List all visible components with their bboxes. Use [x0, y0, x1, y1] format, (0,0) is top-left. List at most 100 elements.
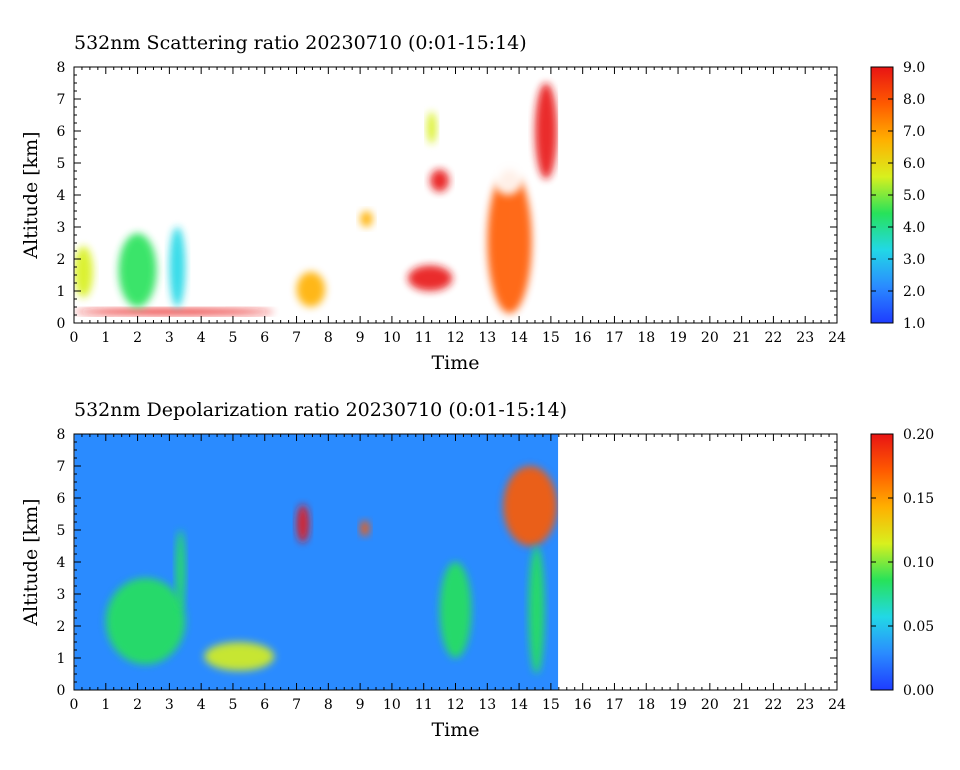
y-tick-label: 1	[57, 284, 66, 300]
heatmap-feature	[105, 578, 186, 665]
heatmap-feature	[74, 246, 94, 298]
heatmap-feature	[296, 504, 310, 543]
colorbar-tick-label: 8.0	[903, 92, 925, 108]
depolarization-ratio-panel: 532nm Depolarization ratio 20230710 (0:0…	[20, 399, 934, 741]
x-tick-label: 22	[765, 697, 783, 713]
x-tick-label: 23	[796, 330, 814, 346]
x-tick-label: 18	[637, 697, 655, 713]
x-tick-label: 14	[510, 330, 528, 346]
x-tick-label: 24	[828, 697, 846, 713]
y-tick-label: 3	[57, 587, 66, 603]
x-tick-label: 17	[606, 697, 624, 713]
chart-title: 532nm Scattering ratio 20230710 (0:01-15…	[74, 32, 527, 54]
y-tick-label: 7	[57, 459, 66, 475]
y-tick-label: 0	[57, 316, 66, 332]
y-axis-title: Altitude [km]	[20, 498, 42, 626]
x-tick-label: 6	[260, 330, 269, 346]
heatmap-feature	[430, 169, 450, 192]
x-tick-label: 5	[228, 330, 237, 346]
x-axis-title: Time	[431, 719, 479, 741]
x-tick-label: 20	[701, 330, 719, 346]
x-tick-label: 20	[701, 697, 719, 713]
chart-title: 532nm Depolarization ratio 20230710 (0:0…	[74, 399, 567, 421]
x-tick-label: 5	[228, 697, 237, 713]
heatmap-feature	[74, 308, 275, 315]
colorbar-tick-label: 2.0	[903, 284, 925, 300]
x-tick-label: 15	[542, 697, 560, 713]
colorbar-tick-label: 7.0	[903, 124, 925, 140]
colorbar: 0.00 0.05 0.10 0.15 0.20	[870, 427, 934, 699]
heatmap-feature	[360, 520, 370, 537]
x-tick-label: 7	[292, 330, 301, 346]
colorbar-tick-label: 0.10	[903, 555, 934, 571]
y-tick-label: 6	[57, 124, 66, 140]
heatmap-field	[74, 83, 558, 315]
x-tick-label: 1	[101, 330, 110, 346]
x-tick-label: 6	[260, 697, 269, 713]
x-tick-label: 11	[415, 697, 433, 713]
x-tick-label: 15	[542, 330, 560, 346]
colorbar-tick-label: 0.00	[903, 683, 934, 699]
y-tick-label: 4	[57, 555, 66, 571]
y-tick-label: 3	[57, 220, 66, 236]
colorbar-tick-label: 5.0	[903, 188, 925, 204]
x-tick-label: 2	[133, 697, 142, 713]
x-tick-label: 17	[606, 330, 624, 346]
scattering-ratio-panel: 532nm Scattering ratio 20230710 (0:01-15…	[20, 32, 925, 374]
heatmap-feature	[360, 211, 373, 227]
colorbar-tick-label: 0.15	[903, 491, 934, 507]
heatmap-feature	[439, 562, 472, 658]
x-tick-label: 12	[447, 697, 465, 713]
x-tick-label: 18	[637, 330, 655, 346]
heatmap-field	[74, 434, 559, 690]
colorbar-tick-label: 0.05	[903, 619, 934, 635]
heatmap-feature	[175, 530, 186, 610]
x-tick-label: 23	[796, 697, 814, 713]
heatmap-feature	[534, 83, 558, 179]
x-tick-label: 19	[669, 330, 687, 346]
heatmap-feature	[426, 111, 437, 144]
x-tick-label: 9	[356, 330, 365, 346]
y-tick-label: 0	[57, 683, 66, 699]
x-axis-title: Time	[431, 352, 479, 374]
y-tick-label: 8	[57, 427, 66, 443]
x-tick-label: 0	[70, 697, 79, 713]
x-tick-label: 12	[447, 330, 465, 346]
x-tick-label: 4	[197, 330, 206, 346]
axes: 0 1 2 3 4 5 6 7 8 9 10 11 12 13 14 15 16 17 18 19 20 21 22 23 24…	[57, 60, 846, 346]
heatmap-feature	[487, 169, 532, 314]
x-tick-label: 24	[828, 330, 846, 346]
heatmap-feature	[487, 124, 529, 195]
x-tick-label: 14	[510, 697, 528, 713]
y-tick-label: 8	[57, 60, 66, 76]
colorbar-tick-label: 3.0	[903, 252, 925, 268]
colorbar-tick-label: 9.0	[903, 60, 925, 76]
y-tick-label: 5	[57, 156, 66, 172]
axes: 0 1 2 3 4 5 6 7 8 9 10 11 12 13 14 15 16 17 18 19 20 21 22 23 24…	[57, 427, 846, 713]
x-tick-label: 8	[324, 330, 333, 346]
x-tick-label: 9	[356, 697, 365, 713]
heatmap-feature	[407, 265, 453, 292]
plot-frame	[73, 66, 838, 324]
y-tick-label: 6	[57, 491, 66, 507]
x-tick-label: 8	[324, 697, 333, 713]
y-tick-label: 7	[57, 92, 66, 108]
heatmap-feature	[118, 233, 157, 307]
heatmap-feature	[204, 642, 275, 671]
y-axis-title: Altitude [km]	[20, 131, 42, 259]
colorbar-tick-label: 4.0	[903, 220, 925, 236]
y-tick-label: 4	[57, 188, 66, 204]
y-tick-label: 5	[57, 523, 66, 539]
heatmap-feature	[169, 227, 186, 307]
colorbar: 1.0 2.0 3.0 4.0 5.0 6.0 7.0 8.0 9.0	[870, 60, 925, 332]
x-tick-label: 16	[574, 697, 592, 713]
x-tick-label: 3	[165, 697, 174, 713]
y-tick-label: 1	[57, 651, 66, 667]
x-tick-label: 10	[383, 330, 401, 346]
heatmap-feature	[528, 546, 545, 674]
x-tick-label: 21	[733, 697, 751, 713]
x-tick-label: 1	[101, 697, 110, 713]
x-tick-label: 13	[478, 330, 496, 346]
y-tick-label: 2	[57, 619, 66, 635]
